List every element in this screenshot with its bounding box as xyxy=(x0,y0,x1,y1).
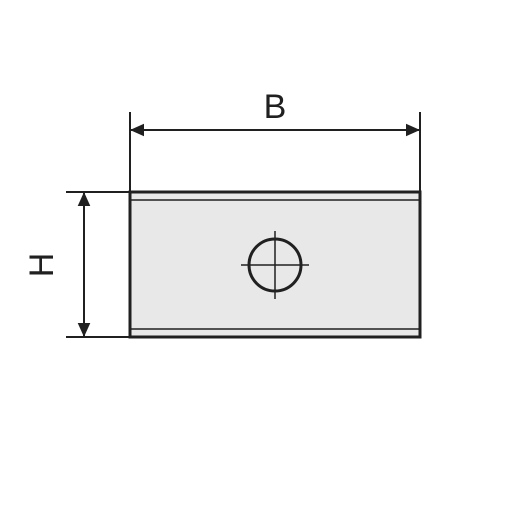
dim-arrow xyxy=(78,192,91,206)
dim-arrow xyxy=(406,124,420,137)
dim-arrow xyxy=(130,124,144,137)
dimB-label: B xyxy=(264,88,287,126)
tech-drawing-root: { "type": "tech-drawing", "canvas": { "w… xyxy=(0,0,520,520)
dim-arrow xyxy=(78,323,91,337)
drawing-svg: BH xyxy=(0,0,520,520)
dimH-label: H xyxy=(23,253,61,278)
